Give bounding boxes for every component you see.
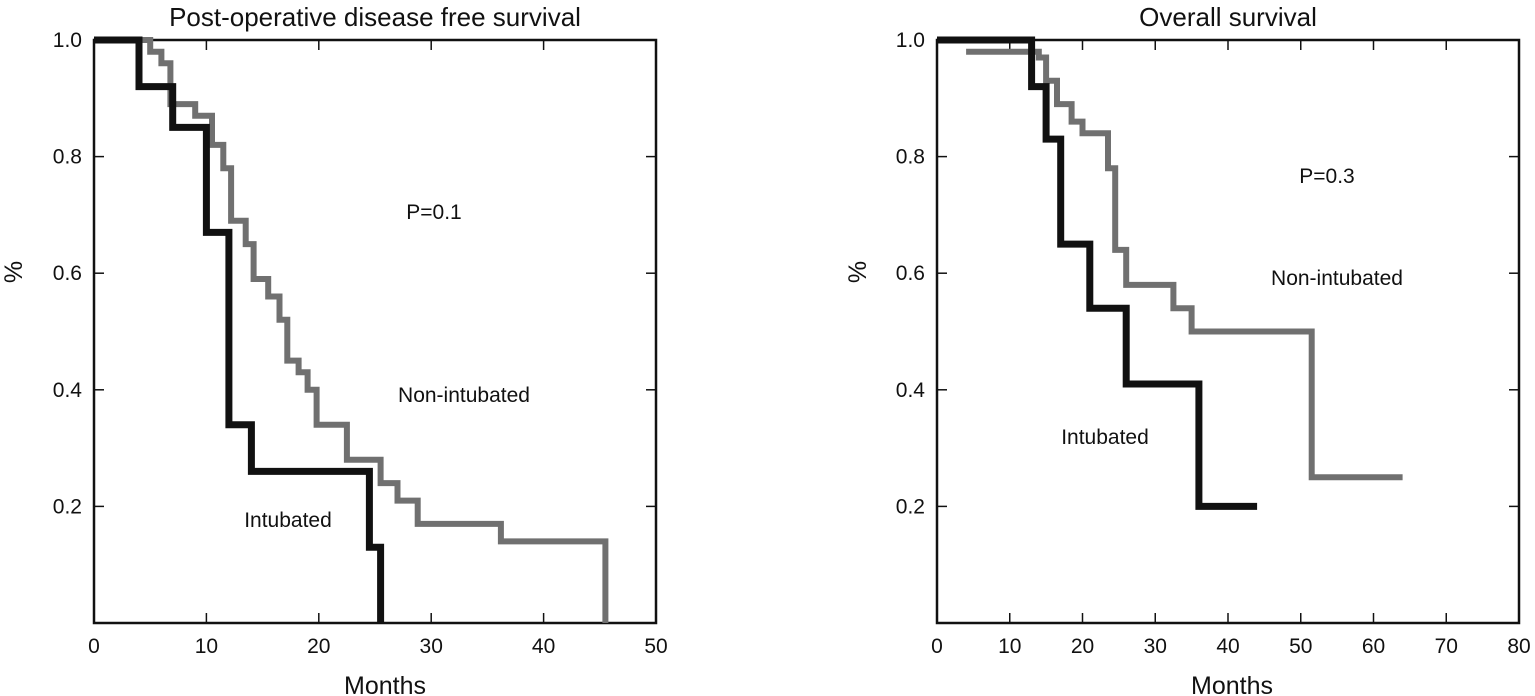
chart-title: Overall survival — [1139, 2, 1317, 32]
y-tick-label: 1.0 — [53, 29, 82, 52]
y-tick-label: 0.2 — [896, 495, 925, 518]
chart-title: Post-operative disease free survival — [169, 2, 581, 32]
series-label-non-intubated: Non-intubated — [1271, 267, 1403, 290]
series-non-intubated-line — [94, 37, 609, 623]
y-axis-label: % — [0, 261, 28, 283]
y-tick-label: 0.8 — [53, 146, 82, 169]
y-tick-label: 0.2 — [53, 495, 82, 518]
x-tick-label: 20 — [307, 635, 330, 658]
series-label-intubated: Intubated — [244, 509, 332, 532]
x-tick-label: 70 — [1435, 635, 1458, 658]
x-tick-label: 10 — [195, 635, 218, 658]
x-tick-label: 0 — [931, 635, 943, 658]
x-tick-label: 30 — [420, 635, 443, 658]
y-tick-label: 0.6 — [896, 262, 925, 285]
y-tick-label: 0.6 — [53, 262, 82, 285]
series-intubated-line — [937, 36, 1258, 510]
series-label-intubated: Intubated — [1061, 426, 1149, 449]
x-tick-label: 50 — [644, 635, 667, 658]
y-tick-label: 0.4 — [896, 379, 926, 402]
x-axis-label: Months — [344, 672, 426, 696]
x-tick-label: 50 — [1289, 635, 1312, 658]
y-axis-label: % — [844, 261, 872, 283]
axis-ticks: 0 10 20 30 40 50 60 70 80 0.2 0.4 0.6 0.8 1.0 — [896, 29, 1531, 658]
chart-panel-dfs: Post-operative disease free survival Mon… — [0, 2, 668, 696]
p-value-annotation: P=0.1 — [406, 201, 461, 224]
plot-frame — [92, 38, 658, 625]
p-value-annotation: P=0.3 — [1299, 165, 1354, 188]
x-tick-label: 40 — [532, 635, 555, 658]
x-tick-label: 30 — [1144, 635, 1167, 658]
survival-curves — [937, 36, 1403, 510]
series-label-non-intubated: Non-intubated — [398, 384, 530, 407]
y-tick-label: 1.0 — [896, 29, 925, 52]
axis-ticks: 0 10 20 30 40 50 0.2 0.4 0.6 0.8 1.0 — [53, 29, 668, 658]
y-tick-label: 0.8 — [896, 146, 925, 169]
x-tick-label: 40 — [1216, 635, 1239, 658]
x-tick-label: 10 — [998, 635, 1021, 658]
series-intubated-line — [94, 36, 385, 623]
survival-curves — [94, 36, 609, 623]
x-tick-label: 80 — [1507, 635, 1530, 658]
x-axis-label: Months — [1191, 672, 1273, 696]
series-non-intubated-line — [966, 48, 1403, 481]
chart-panel-overall: Overall survival Months % P=0.3 Non-intu… — [844, 2, 1531, 696]
x-tick-label: 20 — [1071, 635, 1094, 658]
x-tick-label: 60 — [1362, 635, 1385, 658]
x-tick-label: 0 — [88, 635, 100, 658]
y-tick-label: 0.4 — [53, 379, 83, 402]
